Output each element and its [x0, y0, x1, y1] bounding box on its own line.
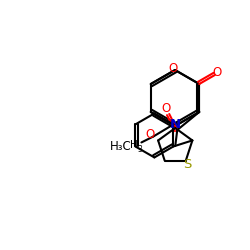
Text: O: O	[162, 102, 171, 116]
Text: H₃C: H₃C	[110, 140, 132, 153]
Text: O: O	[146, 128, 155, 141]
Text: N: N	[170, 118, 181, 132]
Text: 3: 3	[137, 146, 142, 154]
Text: S: S	[183, 158, 191, 171]
Text: H: H	[130, 140, 137, 150]
Text: O: O	[212, 66, 222, 80]
Text: O: O	[168, 62, 177, 76]
